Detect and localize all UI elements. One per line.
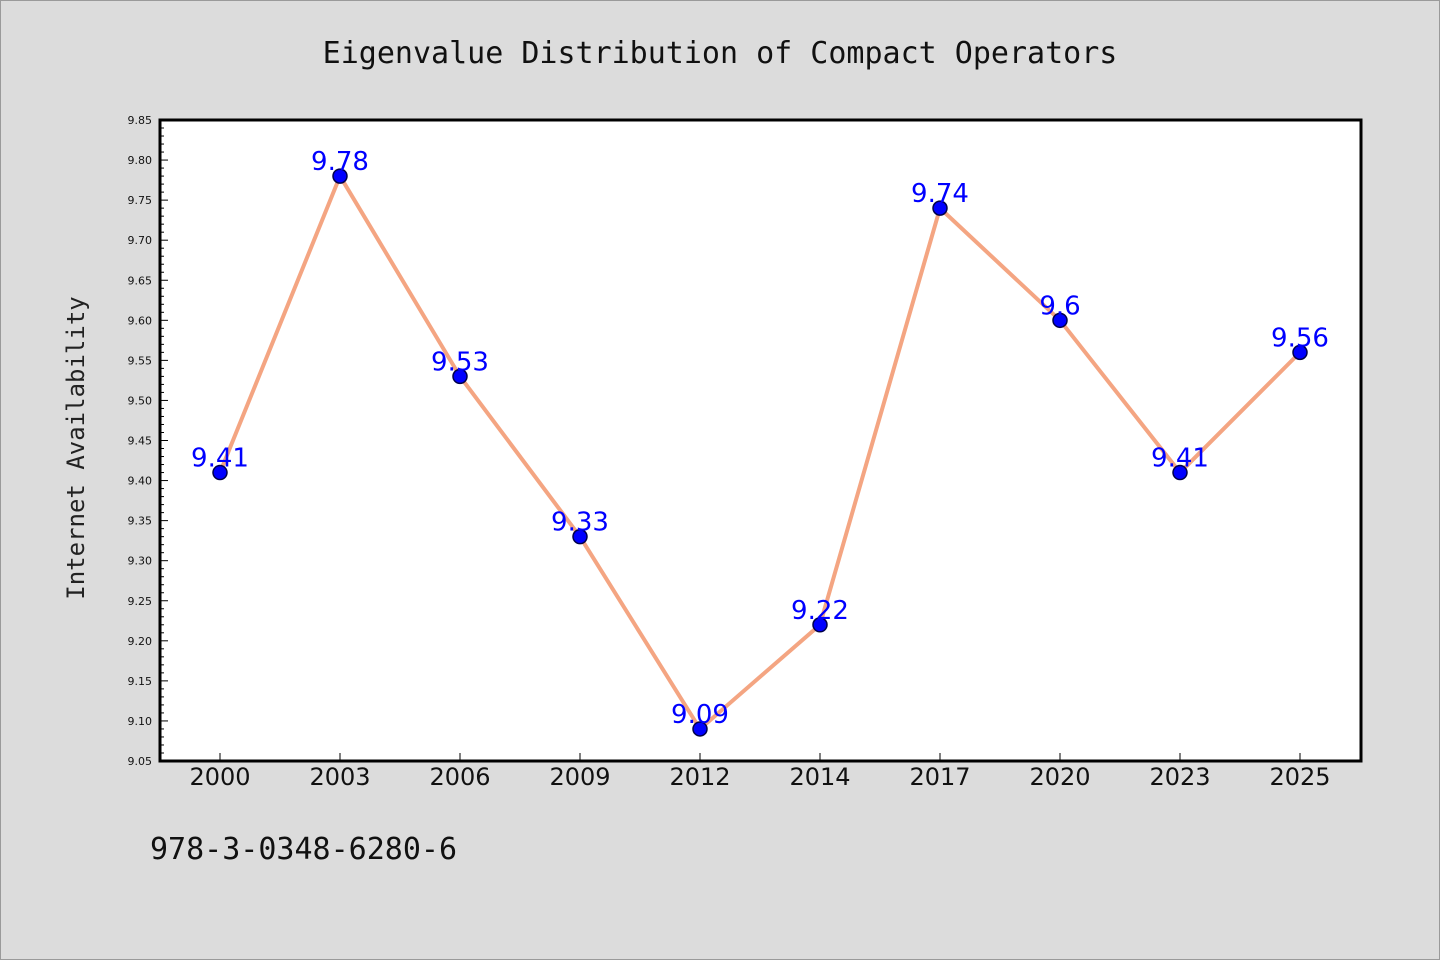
plot-area	[160, 120, 1361, 761]
data-markers	[212, 168, 1308, 737]
data-label: 9.41	[1151, 444, 1209, 474]
y-tick-label: 9.35	[128, 515, 153, 528]
data-point	[572, 528, 588, 545]
data-label: 9.74	[911, 179, 969, 209]
data-point	[692, 721, 708, 737]
x-tick-label: 2025	[1269, 763, 1330, 791]
y-tick-label: 9.05	[128, 755, 153, 768]
isbn-text: 978-3-0348-6280-6	[150, 832, 458, 867]
y-tick-label: 9.45	[128, 435, 153, 448]
y-tick-label: 9.50	[128, 394, 153, 407]
x-tick-label: 2020	[1029, 763, 1090, 791]
chart-title: Eigenvalue Distribution of Compact Opera…	[323, 36, 1118, 71]
y-tick-label: 9.80	[128, 154, 153, 167]
y-tick-label: 9.55	[128, 354, 153, 367]
data-point	[932, 200, 948, 216]
y-axis-label: Internet Availability	[62, 296, 90, 599]
plot-border	[158, 118, 1363, 763]
y-tick-label: 9.65	[128, 274, 153, 287]
data-label: 9.78	[311, 147, 369, 177]
data-point	[1052, 312, 1068, 329]
data-label: 9.09	[671, 700, 729, 730]
y-tick-label: 9.40	[128, 475, 153, 488]
x-axis: 2000 2003 2006 2009 2012 2014 2017 2020 2023 2025	[189, 753, 1331, 791]
x-tick-label: 2003	[309, 763, 370, 791]
y-tick-label: 9.75	[128, 194, 153, 207]
y-tick-label: 9.20	[128, 635, 153, 648]
y-tick-label: 9.10	[128, 715, 153, 728]
y-tick-label: 9.15	[128, 675, 153, 688]
data-label: 9.53	[431, 347, 489, 377]
y-tick-label: 9.30	[128, 555, 153, 568]
x-tick-label: 2014	[789, 763, 850, 791]
y-tick-label: 9.85	[128, 114, 153, 127]
data-labels: 9.41 9.78 9.53 9.33 9.09 9.22 9.74 9.6 9.41 9.56	[191, 147, 1329, 730]
x-tick-label: 2006	[429, 763, 490, 791]
data-point	[212, 464, 228, 481]
data-label: 9.22	[791, 596, 849, 626]
x-tick-label: 2023	[1149, 763, 1210, 791]
x-tick-label: 2009	[549, 763, 610, 791]
data-label: 9.56	[1271, 323, 1329, 353]
y-tick-label: 9.60	[128, 314, 153, 327]
y-tick-label: 9.25	[128, 595, 153, 608]
y-tick-label: 9.70	[128, 234, 153, 247]
data-label: 9.41	[191, 444, 249, 474]
data-point	[1172, 464, 1188, 481]
x-tick-label: 2000	[189, 763, 250, 791]
x-tick-label: 2012	[669, 763, 730, 791]
data-label: 9.6	[1039, 291, 1080, 321]
data-point	[452, 368, 468, 385]
y-axis: 9.05 9.10 9.15 9.20 9.25 9.30 9.35 9.40 9.45 9.50…	[128, 114, 168, 768]
data-point	[812, 617, 828, 633]
data-point	[1292, 344, 1308, 361]
data-point	[332, 168, 348, 184]
series-line	[218, 174, 1302, 731]
data-label: 9.33	[551, 508, 609, 538]
x-tick-label: 2017	[909, 763, 970, 791]
